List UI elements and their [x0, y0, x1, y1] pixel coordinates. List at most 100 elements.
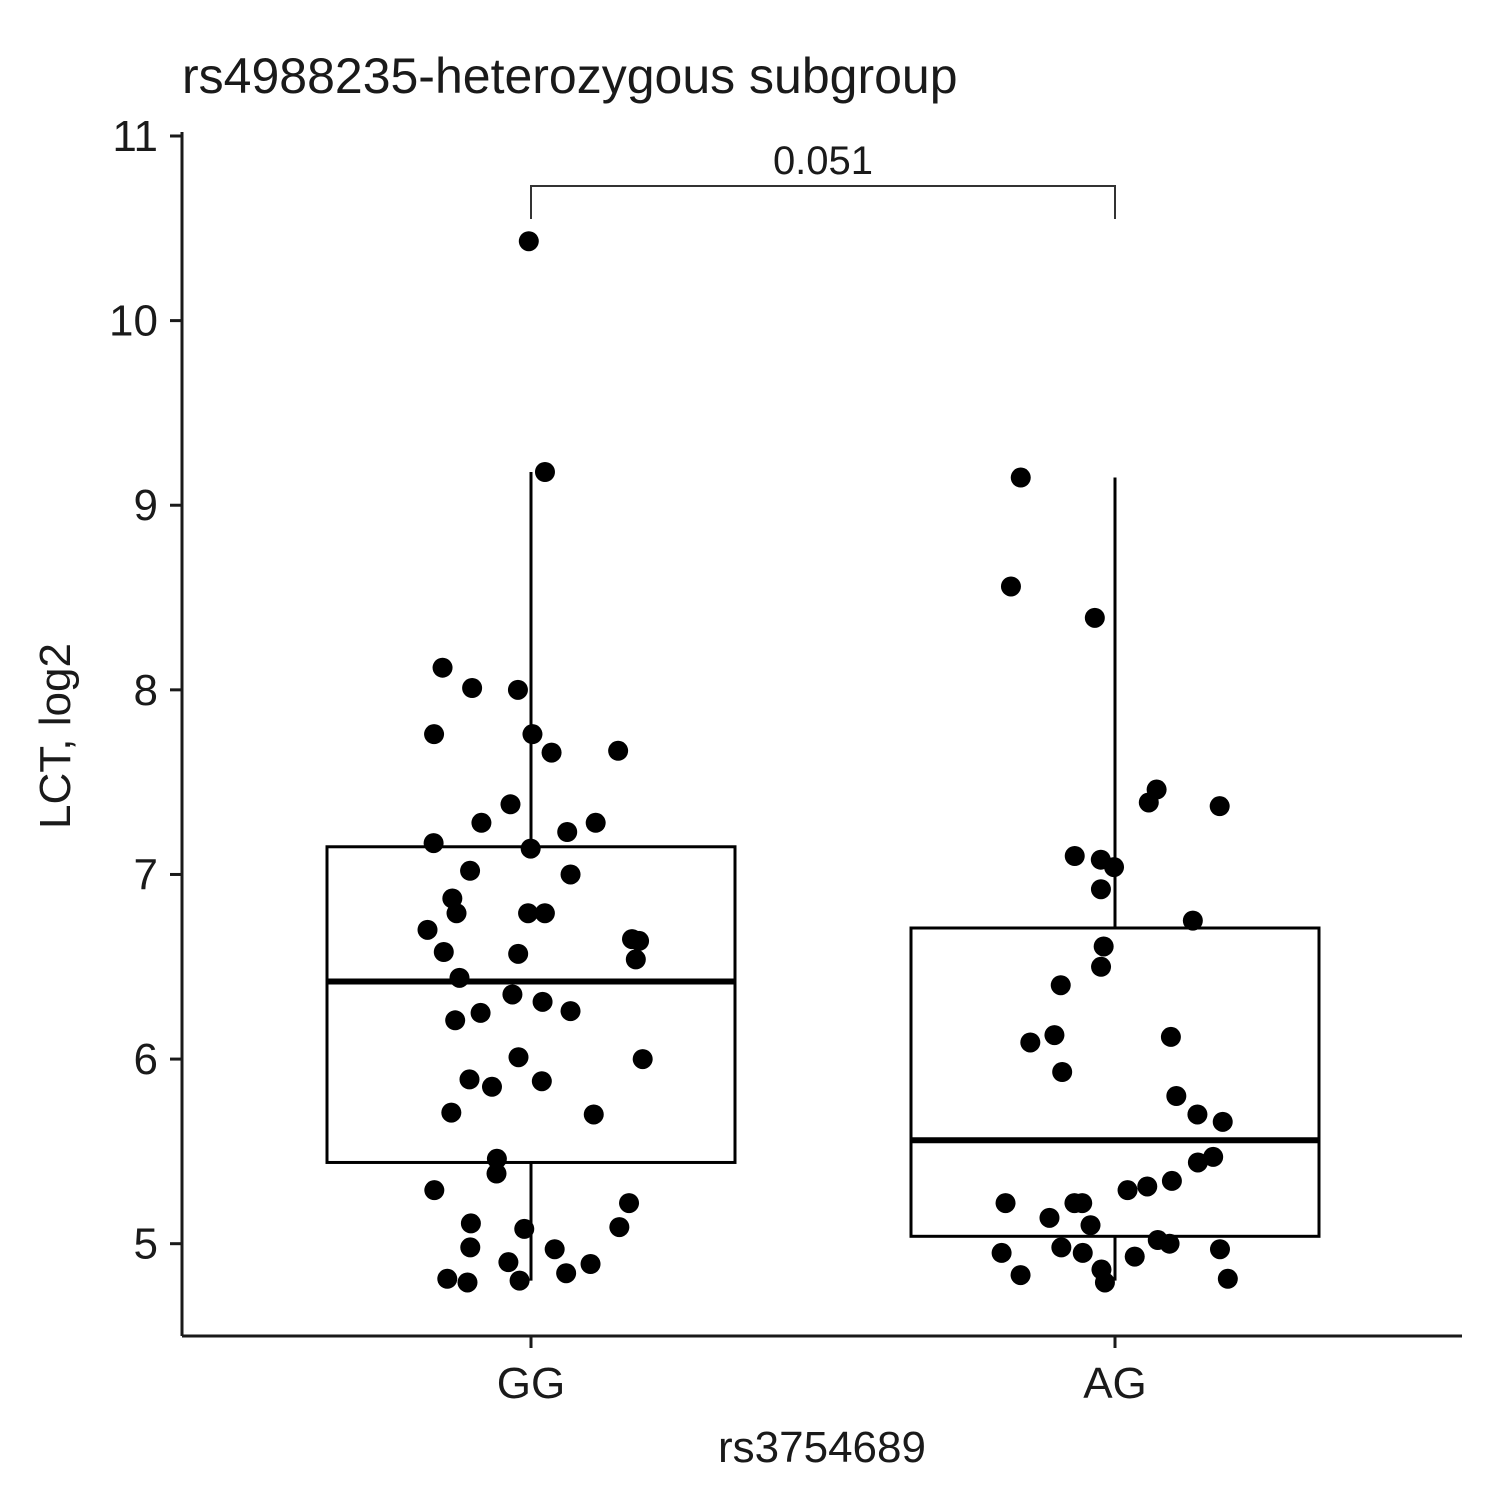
box-body [325, 845, 737, 1164]
y-tick-label: 11 [112, 112, 158, 161]
data-point [481, 1076, 502, 1097]
data-point [522, 724, 543, 745]
y-tick-label: 6 [134, 1035, 158, 1084]
data-point [532, 991, 553, 1012]
data-point [1010, 467, 1031, 488]
y-axis-label: LCT, log2 [31, 643, 80, 829]
data-point [1209, 1239, 1230, 1260]
data-point [1209, 796, 1230, 817]
data-point [1166, 1086, 1187, 1106]
data-point [509, 1270, 530, 1291]
data-point [1160, 1026, 1181, 1047]
data-point [585, 812, 606, 833]
data-point [1137, 1176, 1158, 1197]
data-point [459, 1069, 480, 1090]
data-point [534, 903, 555, 924]
data-point [1138, 792, 1159, 813]
points-gg [417, 231, 653, 1293]
data-point [486, 1163, 507, 1184]
x-axis-label: rs3754689 [718, 1423, 926, 1472]
data-point [1080, 1215, 1101, 1236]
axes: 5 6 7 8 9 10 11 GG AG [109, 112, 1462, 1408]
data-point [995, 1193, 1016, 1214]
data-point [608, 740, 629, 761]
data-point [424, 724, 445, 745]
chart-title: rs4988235-heterozygous subgroup [182, 48, 958, 104]
p-value-label: 0.051 [773, 139, 873, 183]
data-point [544, 1239, 565, 1260]
data-point [1072, 1242, 1093, 1263]
data-point [508, 943, 529, 964]
data-point [441, 1102, 462, 1123]
data-point [446, 903, 467, 924]
data-point [520, 838, 541, 859]
data-point [470, 1002, 491, 1023]
data-point [534, 462, 555, 482]
data-point [449, 967, 470, 988]
data-point [1010, 1265, 1031, 1286]
y-tick-label: 8 [134, 666, 158, 715]
data-point [433, 942, 454, 962]
data-point [531, 1071, 552, 1092]
data-point [498, 1252, 519, 1273]
data-point [1091, 956, 1112, 977]
data-point [460, 1237, 481, 1258]
data-point [1104, 857, 1125, 878]
data-point [500, 794, 521, 815]
data-point [1020, 1032, 1041, 1053]
significance-bracket [530, 185, 1116, 219]
data-point [619, 1193, 640, 1214]
data-point [437, 1268, 458, 1289]
data-point [1117, 1180, 1138, 1201]
data-point [1093, 936, 1114, 957]
data-point [1187, 1152, 1208, 1173]
box-gg [325, 472, 737, 1281]
data-point [1044, 1025, 1065, 1046]
data-point [1182, 910, 1203, 931]
data-point [514, 1218, 535, 1239]
data-point [471, 812, 492, 833]
data-point [1064, 846, 1085, 866]
data-point [1124, 1246, 1145, 1267]
data-point [1084, 607, 1105, 628]
data-point [629, 930, 650, 951]
data-point [560, 864, 581, 885]
data-point [1050, 975, 1071, 996]
data-point [502, 984, 523, 1005]
data-point [609, 1217, 630, 1238]
data-point [460, 1213, 481, 1234]
data-point [556, 1263, 577, 1284]
data-point [1094, 1272, 1115, 1293]
data-point [1159, 1233, 1180, 1254]
data-point [1039, 1207, 1060, 1228]
y-tick-label: 7 [134, 850, 158, 899]
data-point [1000, 576, 1021, 597]
y-tick-label: 10 [109, 297, 158, 346]
data-point [457, 1272, 478, 1293]
data-point [1072, 1193, 1093, 1214]
data-point [518, 903, 539, 924]
data-point [541, 742, 562, 763]
data-point [1051, 1237, 1072, 1258]
box-body [909, 926, 1321, 1238]
data-point [462, 678, 483, 698]
y-tick-label: 9 [134, 481, 158, 530]
data-point [632, 1049, 653, 1070]
data-point [486, 1148, 507, 1169]
data-point [1217, 1268, 1238, 1289]
x-tick-label-gg: GG [497, 1359, 565, 1408]
data-point [460, 860, 481, 881]
data-point [560, 1001, 581, 1022]
data-point [1203, 1146, 1224, 1167]
data-point [580, 1254, 601, 1274]
x-tick-label-ag: AG [1083, 1359, 1147, 1408]
data-point [1052, 1062, 1073, 1082]
data-point [1187, 1104, 1208, 1125]
data-point [507, 679, 528, 700]
data-point [625, 949, 646, 970]
box-ag [909, 477, 1321, 1281]
data-point [508, 1047, 529, 1068]
data-point [424, 1180, 445, 1201]
data-point [518, 231, 539, 252]
